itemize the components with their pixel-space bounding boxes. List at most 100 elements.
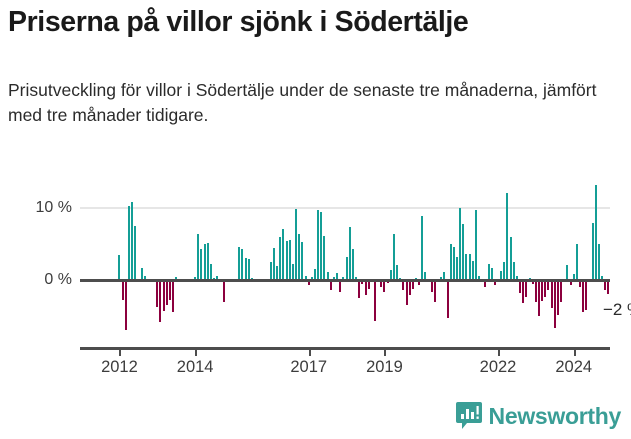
bar bbox=[411, 279, 414, 289]
bar bbox=[493, 279, 496, 286]
bar bbox=[326, 272, 329, 280]
bar bbox=[159, 279, 162, 322]
bar bbox=[522, 279, 525, 304]
bar bbox=[531, 279, 534, 284]
bar bbox=[206, 242, 209, 280]
bar bbox=[380, 279, 383, 288]
bar bbox=[569, 279, 572, 285]
y-axis-labels: 0 % 10 % bbox=[0, 182, 72, 334]
bar bbox=[389, 270, 392, 280]
bar bbox=[162, 279, 165, 312]
bar bbox=[348, 227, 351, 280]
bar bbox=[358, 279, 361, 299]
bar bbox=[244, 258, 247, 280]
bar bbox=[487, 263, 490, 280]
bar bbox=[433, 279, 436, 302]
bar bbox=[301, 242, 304, 280]
bar bbox=[430, 279, 433, 292]
plot-area bbox=[80, 182, 610, 334]
x-tick-mark-2022 bbox=[498, 350, 500, 356]
bar bbox=[572, 274, 575, 280]
bar bbox=[471, 260, 474, 280]
bar bbox=[332, 276, 335, 280]
bar bbox=[490, 268, 493, 280]
bar bbox=[143, 275, 146, 280]
logo-wordmark: Newsworthy bbox=[488, 402, 622, 429]
value-annotation: −2 % bbox=[602, 299, 631, 319]
bar bbox=[298, 233, 301, 280]
bar bbox=[364, 279, 367, 295]
bar bbox=[418, 279, 421, 286]
newsworthy-logo: Newsworthy bbox=[455, 401, 622, 431]
x-tick-mark-2014 bbox=[195, 350, 198, 356]
bar bbox=[553, 279, 556, 329]
y-axis-label-0: 0 % bbox=[44, 270, 72, 288]
bar bbox=[474, 209, 477, 280]
bar bbox=[392, 233, 395, 280]
bar bbox=[172, 279, 175, 313]
bar bbox=[591, 222, 594, 280]
bar bbox=[525, 279, 528, 297]
bar bbox=[203, 243, 206, 280]
bar bbox=[547, 279, 550, 291]
gridline-10 bbox=[80, 206, 610, 209]
bar bbox=[452, 246, 455, 280]
bar bbox=[594, 184, 597, 280]
bar bbox=[585, 279, 588, 310]
bar bbox=[216, 275, 219, 280]
bar bbox=[121, 279, 124, 300]
bar bbox=[597, 243, 600, 280]
bar bbox=[512, 261, 515, 280]
bar bbox=[449, 244, 452, 280]
bar bbox=[342, 276, 345, 280]
bar bbox=[575, 244, 578, 280]
bar bbox=[408, 279, 411, 296]
bar bbox=[500, 270, 503, 280]
bar bbox=[156, 279, 159, 307]
bar bbox=[323, 236, 326, 280]
bar bbox=[140, 268, 143, 280]
bar bbox=[396, 265, 399, 280]
bar bbox=[601, 275, 604, 280]
bar bbox=[443, 272, 446, 280]
bar bbox=[421, 216, 424, 280]
bar bbox=[383, 279, 386, 293]
bar bbox=[304, 275, 307, 280]
bar bbox=[127, 206, 130, 280]
bar bbox=[402, 279, 405, 291]
bar bbox=[307, 279, 310, 286]
bar bbox=[484, 279, 487, 287]
bar bbox=[285, 240, 288, 280]
zero-line bbox=[80, 278, 610, 282]
bar bbox=[534, 279, 537, 303]
x-tick-label-2017: 2017 bbox=[290, 358, 328, 376]
bar bbox=[538, 279, 541, 317]
bar bbox=[168, 279, 171, 301]
bar bbox=[238, 247, 241, 280]
bar bbox=[269, 261, 272, 280]
bar bbox=[209, 264, 212, 280]
bar bbox=[175, 276, 178, 280]
bar bbox=[339, 279, 342, 293]
bar bbox=[459, 207, 462, 280]
bar bbox=[273, 247, 276, 280]
bar bbox=[367, 279, 370, 289]
bar bbox=[222, 279, 225, 302]
x-tick-mark-2024 bbox=[573, 350, 576, 356]
bar bbox=[519, 279, 522, 294]
bar bbox=[288, 240, 291, 280]
bar bbox=[462, 223, 465, 280]
x-tick-label-2024: 2024 bbox=[555, 358, 593, 376]
x-tick-label-2014: 2014 bbox=[176, 358, 214, 376]
bar bbox=[361, 279, 364, 284]
bar bbox=[405, 279, 408, 305]
bar bbox=[455, 257, 458, 280]
bar-chart: 0 % 10 % 2012 2014 2017 2019 2022 2024 −2 % bbox=[0, 168, 631, 383]
bar bbox=[515, 275, 518, 280]
bar bbox=[291, 263, 294, 280]
bar bbox=[276, 265, 279, 280]
x-tick-label-2012: 2012 bbox=[101, 358, 138, 376]
newsworthy-bar-chart-bubble-icon bbox=[455, 402, 482, 429]
bar bbox=[282, 228, 285, 280]
